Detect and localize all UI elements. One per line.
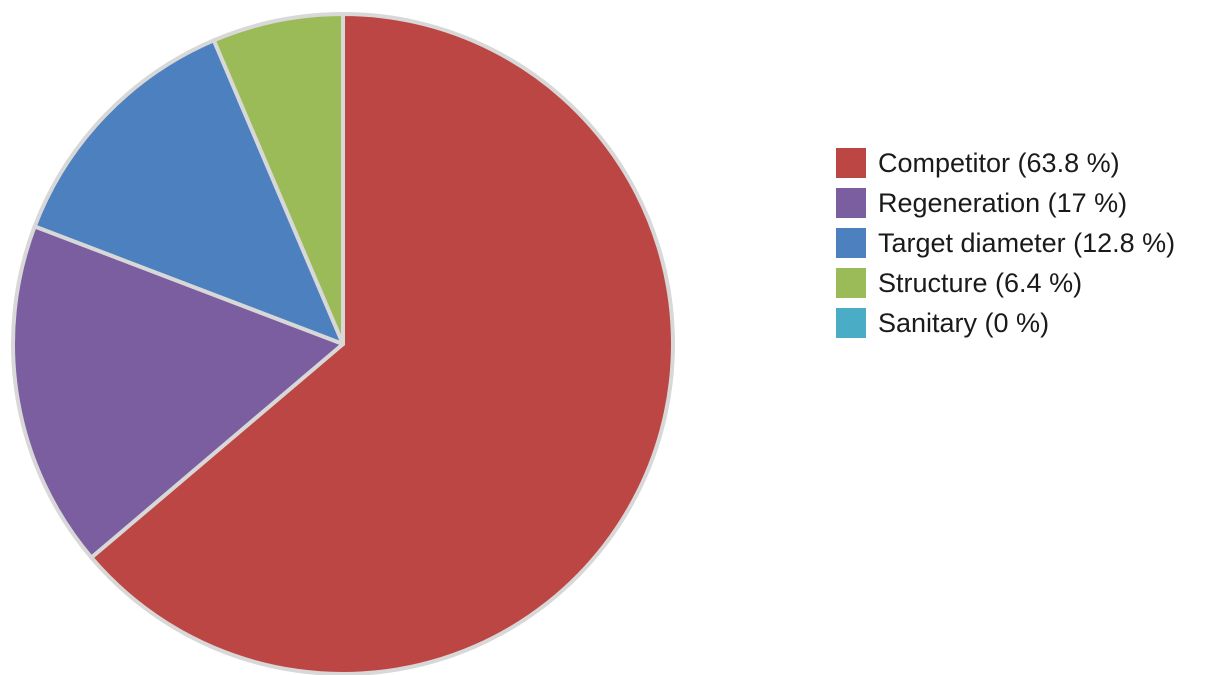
legend-label-sanitary: Sanitary (0 %) [878, 307, 1050, 338]
legend-swatch-competitor [836, 148, 866, 178]
pie-slice-structure [211, 12, 345, 346]
pie-slice-target-diameter [32, 38, 345, 346]
legend-swatch-regeneration [836, 188, 866, 218]
legend-swatch-structure [836, 268, 866, 298]
legend-swatch-sanitary [836, 308, 866, 338]
legend-item-sanitary: Sanitary (0 %) [836, 303, 1175, 343]
legend-item-target-diameter: Target diameter (12.8 %) [836, 223, 1175, 263]
legend-label-competitor: Competitor (63.8 %) [878, 147, 1120, 178]
legend: Competitor (63.8 %) Regeneration (17 %) … [836, 143, 1175, 343]
legend-item-regeneration: Regeneration (17 %) [836, 183, 1175, 223]
legend-label-target-diameter: Target diameter (12.8 %) [878, 227, 1176, 258]
legend-label-structure: Structure (6.4 %) [878, 267, 1083, 298]
pie-slice-competitor [89, 12, 675, 675]
legend-item-competitor: Competitor (63.8 %) [836, 143, 1175, 183]
legend-swatch-target-diameter [836, 228, 866, 258]
pie-slice-regeneration [11, 224, 345, 560]
legend-label-regeneration: Regeneration (17 %) [878, 187, 1128, 218]
legend-item-structure: Structure (6.4 %) [836, 263, 1175, 303]
